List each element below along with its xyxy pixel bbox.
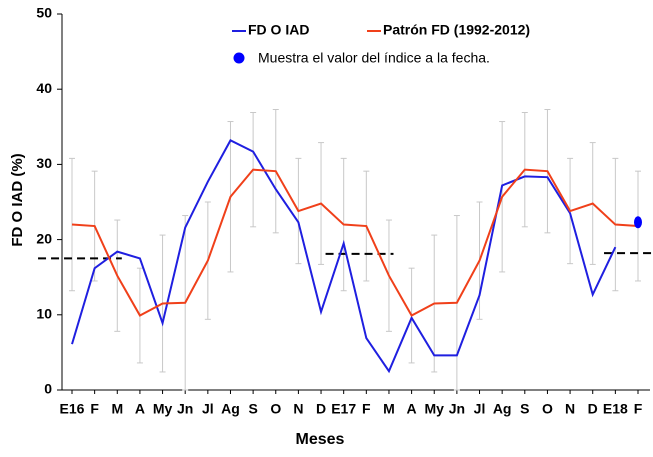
x-tick-label: E18 [603,401,628,417]
x-tick-label: D [588,401,598,417]
x-tick-label: A [135,401,145,417]
x-axis-label: Meses [296,431,345,448]
legend-label: Patrón FD (1992-2012) [383,22,530,38]
x-tick-label: My [153,401,173,417]
y-tick-label: 0 [44,381,52,397]
legend-swatch [233,52,245,64]
y-tick-label: 30 [36,155,52,171]
series-line [71,168,639,317]
x-tick-label: Jl [474,401,486,417]
legend-label: FD O IAD [248,22,309,38]
x-tick-label: Jn [177,401,193,417]
x-tick-label: Jn [449,401,465,417]
x-tick-label: N [293,401,303,417]
x-tick-label: S [520,401,529,417]
x-tick-label: F [362,401,371,417]
x-tick-label: A [407,401,417,417]
current-point [634,216,642,229]
x-tick-label: M [383,401,395,417]
x-tick-label: D [316,401,326,417]
x-tick-label: S [248,401,257,417]
y-tick-label: 50 [36,5,52,21]
y-tick-label: 40 [36,80,52,96]
x-tick-label: My [425,401,445,417]
x-tick-label: F [634,401,643,417]
y-axis-label: FD O IAD (%) [9,153,26,246]
x-tick-label: Ag [221,401,240,417]
x-tick-label: Jl [202,401,214,417]
x-tick-label: F [90,401,99,417]
x-tick-label: Ag [493,401,512,417]
legend-label: Muestra el valor del índice a la fecha. [258,50,490,66]
x-tick-label: O [270,401,281,417]
y-tick-label: 10 [36,306,52,322]
x-tick-label: M [111,401,123,417]
x-tick-label: E17 [331,401,356,417]
x-tick-label: O [542,401,553,417]
y-tick-label: 20 [36,230,52,246]
series-line [71,139,617,374]
x-tick-label: N [565,401,575,417]
x-tick-label: E16 [60,401,85,417]
